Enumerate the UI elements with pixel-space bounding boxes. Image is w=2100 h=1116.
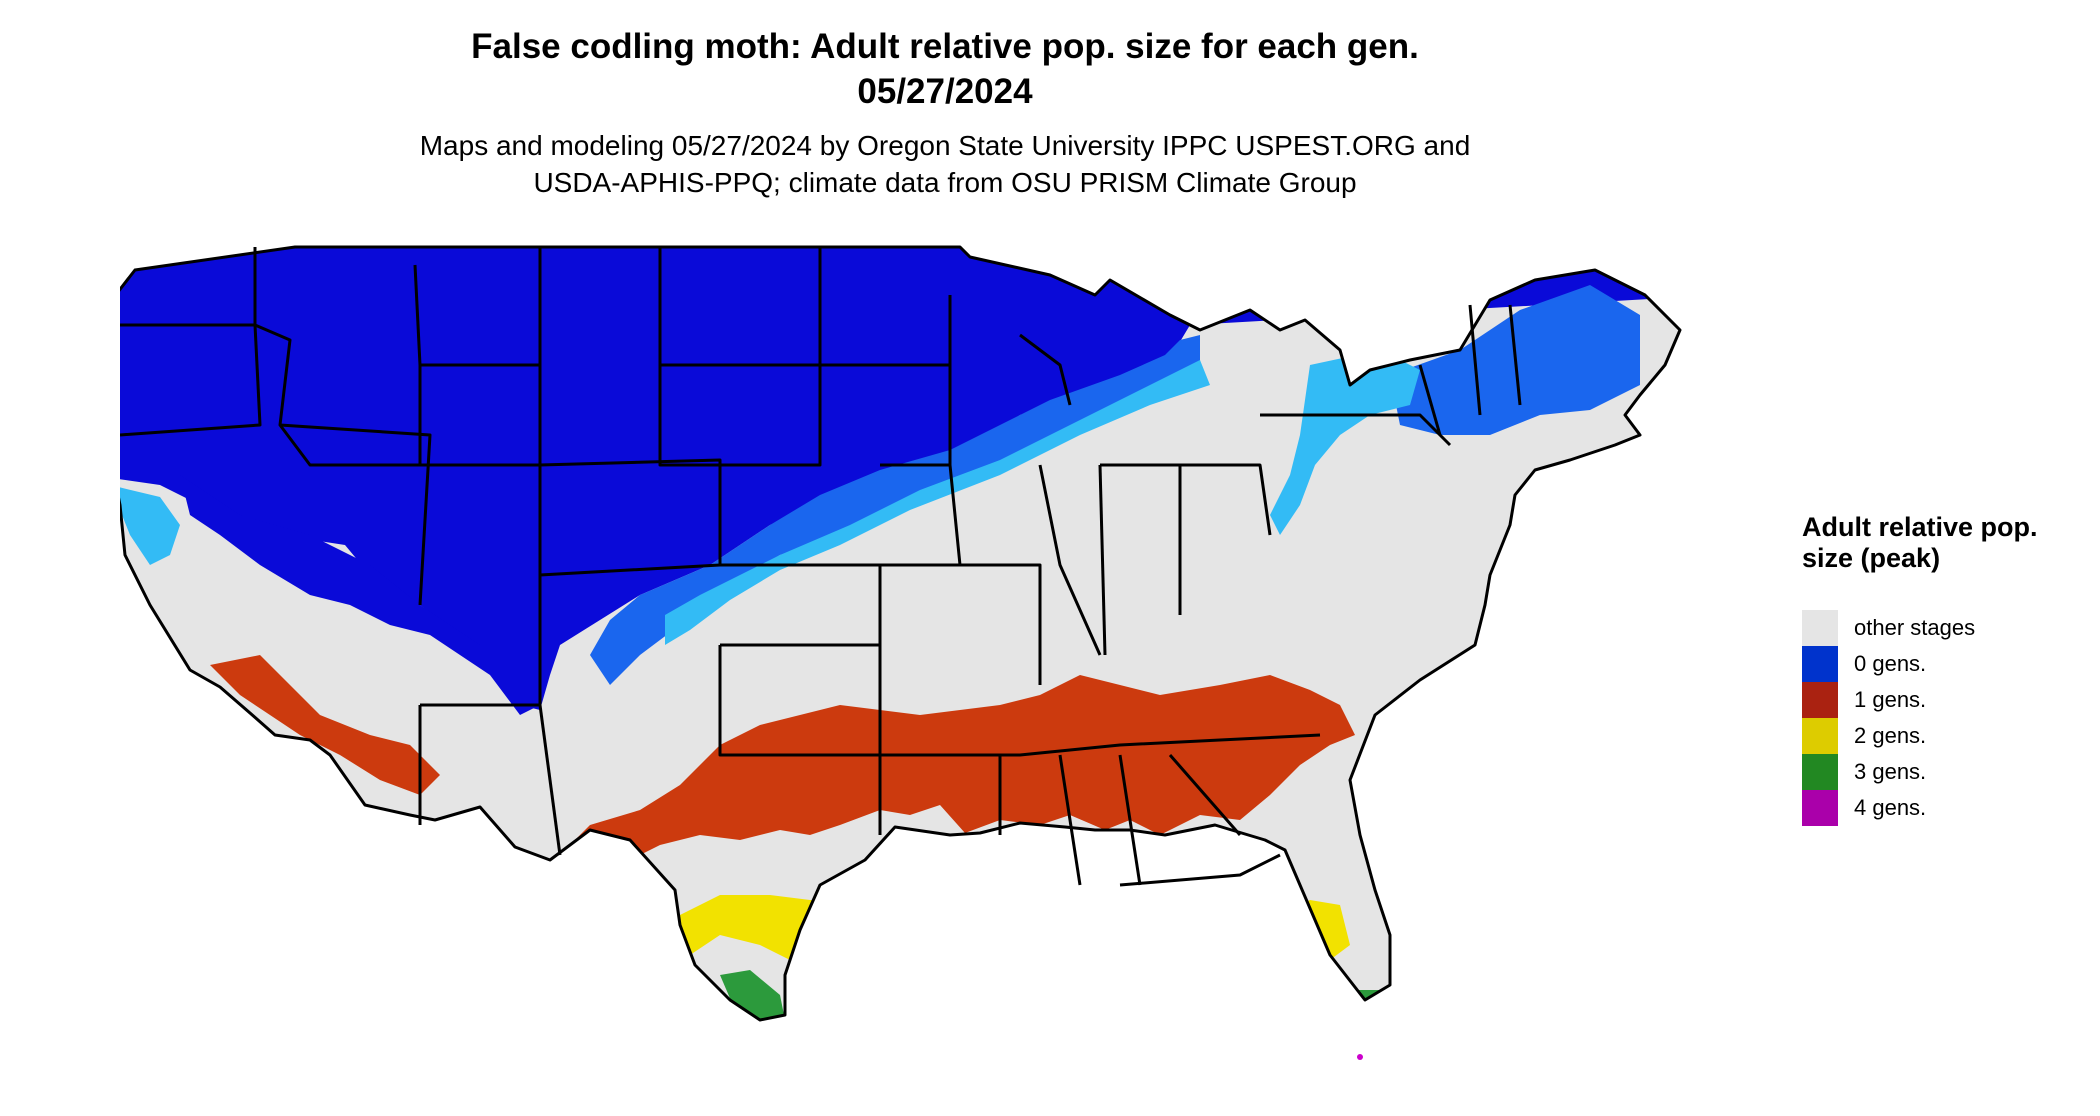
legend-label: 2 gens. [1854,723,1927,748]
zone-3-gens-florida [1315,990,1390,1020]
zone-2-gens-southwest [280,770,320,835]
legend-swatch [1802,754,1838,790]
zone-light-blue-northeast [1270,350,1420,535]
legend-label: 1 gens. [1854,687,1927,712]
zone-4-gens-keys [1357,1054,1363,1060]
zone-1-gens [560,675,1355,875]
us-map [120,245,1682,1060]
legend-swatch [1802,610,1838,646]
legend-swatch [1802,718,1838,754]
map-subtitle-line2: USDA-APHIS-PPQ; climate data from OSU PR… [533,167,1357,198]
map-zones [120,247,1680,1020]
legend-swatch [1802,790,1838,826]
legend-label: 4 gens. [1854,795,1927,820]
map-date: 05/27/2024 [857,72,1033,111]
legend-label: other stages [1854,615,1976,640]
legend-swatch [1802,682,1838,718]
legend-label: 0 gens. [1854,651,1927,676]
zone-2-gens-florida [1280,900,1350,960]
zone-0-gens-southwest [180,475,540,715]
map-subtitle-line1: Maps and modeling 05/27/2024 by Oregon S… [419,130,1471,161]
zone-3-gens-texas [720,970,785,1020]
zone-light-blue-band [665,360,1210,645]
zone-light-blue-coast [120,485,180,565]
legend-title: Adult relative pop. size (peak) [1802,512,2038,573]
legend-label: 3 gens. [1854,759,1927,784]
zone-0-gens-mid [590,335,1200,685]
zone-0-gens-dark [120,247,1680,710]
legend-swatch [1802,646,1838,682]
zone-1-gens-southwest [210,655,440,795]
map-title: False codling moth: Adult relative pop. … [471,27,1419,66]
state-boundaries [120,245,1682,1022]
